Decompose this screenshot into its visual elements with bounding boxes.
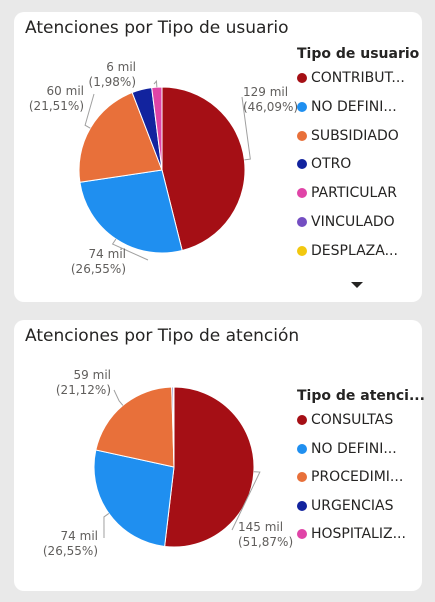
legend-item[interactable]: SUBSIDIADO xyxy=(297,127,399,145)
pie-slice-4[interactable] xyxy=(172,386,175,468)
data-label-value: 145 mil xyxy=(238,520,283,534)
data-label-value: 60 mil xyxy=(47,84,84,98)
data-label-leader xyxy=(241,96,251,161)
legend-label: NO DEFINI... xyxy=(311,98,397,115)
legend-marker xyxy=(297,443,307,454)
legend-marker xyxy=(297,415,307,425)
pie-slice-0[interactable] xyxy=(164,386,255,548)
data-label-leader xyxy=(153,79,158,88)
legend-marker xyxy=(297,472,307,483)
legend-marker xyxy=(297,188,307,199)
legend-marker xyxy=(297,245,307,256)
legend-item[interactable]: NO DEFINI... xyxy=(297,440,397,458)
legend-item[interactable]: PARTICULAR xyxy=(297,184,397,202)
legend-item[interactable]: OTRO xyxy=(297,155,351,173)
pie-chart-tipo-usuario: 129 mil(46,09%) 74 mil(26,55%) 60 mil(21,5… xyxy=(29,60,298,276)
legend-marker xyxy=(297,101,307,112)
legend-label: CONTRIBUT... xyxy=(311,70,405,86)
data-label-value: 129 mil xyxy=(243,85,288,99)
data-label-percent: (21,12%) xyxy=(56,383,111,397)
legend-label: OTRO xyxy=(311,156,352,173)
legend-item[interactable]: PROCEDIMI... xyxy=(297,468,403,486)
data-label-percent: (21,51%) xyxy=(29,99,84,113)
data-label-percent: (51,87%) xyxy=(238,535,293,549)
legend-marker xyxy=(297,130,307,141)
legend-title: Tipo de atenci... xyxy=(297,388,425,404)
data-label-value: 74 mil xyxy=(61,529,98,543)
pie-slice-1[interactable] xyxy=(93,449,175,548)
data-label-leader xyxy=(113,389,124,406)
data-label-percent: (1,98%) xyxy=(89,75,136,89)
legend-title: Tipo de usuario xyxy=(297,46,420,62)
legend-label: NO DEFINI... xyxy=(311,440,397,457)
legend-label: SUBSIDIADO xyxy=(311,127,399,144)
data-label-percent: (26,55%) xyxy=(71,262,126,276)
legend-item[interactable]: DESPLAZA... xyxy=(297,242,398,260)
data-label-percent: (46,09%) xyxy=(243,100,298,114)
data-label-leader xyxy=(111,238,149,261)
chart-title: Atenciones por Tipo de usuario xyxy=(25,18,289,38)
legend-item[interactable]: CONSULTAS xyxy=(297,411,393,429)
legend-item[interactable]: NO DEFINI... xyxy=(297,98,397,116)
legend-item[interactable]: CONTRIBUT... xyxy=(297,69,405,87)
data-label-leader xyxy=(231,471,261,531)
legend-marker xyxy=(297,73,307,83)
pie-slice-2[interactable] xyxy=(95,386,175,468)
chart-card-tipo-atencion: Atenciones por Tipo de atención 145 mil(… xyxy=(14,320,425,591)
chart-card-tipo-usuario: Atenciones por Tipo de usuario 129 mil (4… xyxy=(14,12,422,302)
legend-item[interactable]: URGENCIAS xyxy=(297,497,394,515)
legend-label: CONSULTAS xyxy=(311,412,394,428)
data-label-percent: (26,55%) xyxy=(43,544,98,558)
legend-label: URGENCIAS xyxy=(311,497,394,514)
data-label-value: 6 mil xyxy=(106,60,136,74)
pie-slice-4[interactable] xyxy=(151,86,163,171)
legend-marker xyxy=(297,159,307,170)
chart-title: Atenciones por Tipo de atención xyxy=(25,326,300,346)
data-label-value: 59 mil xyxy=(74,368,111,382)
legend-label: VINCULADO xyxy=(311,214,395,230)
data-label-leader xyxy=(103,513,110,539)
legend-marker xyxy=(297,500,307,511)
pie-chart-tipo-atencion: 145 mil(51,87%) 74 mil(26,55%) 59 mil(21,1… xyxy=(43,368,293,558)
pie-slice-2[interactable] xyxy=(78,91,163,183)
data-label-leader xyxy=(84,93,95,129)
pie-slice-1[interactable] xyxy=(79,169,183,254)
legend-item[interactable]: VINCULADO xyxy=(297,213,395,231)
legend-label: PARTICULAR xyxy=(311,185,397,202)
legend-label: DESPLAZA... xyxy=(311,242,398,259)
legend-label: PROCEDIMI... xyxy=(311,469,404,486)
legend-marker xyxy=(297,217,307,227)
legend-label: HOSPITALIZ... xyxy=(311,526,406,543)
data-label-value: 74 mil xyxy=(89,247,126,261)
legend-item[interactable]: HOSPITALIZ... xyxy=(297,525,406,543)
legend-scroll-down-icon[interactable] xyxy=(351,282,363,288)
legend-marker xyxy=(297,529,307,540)
